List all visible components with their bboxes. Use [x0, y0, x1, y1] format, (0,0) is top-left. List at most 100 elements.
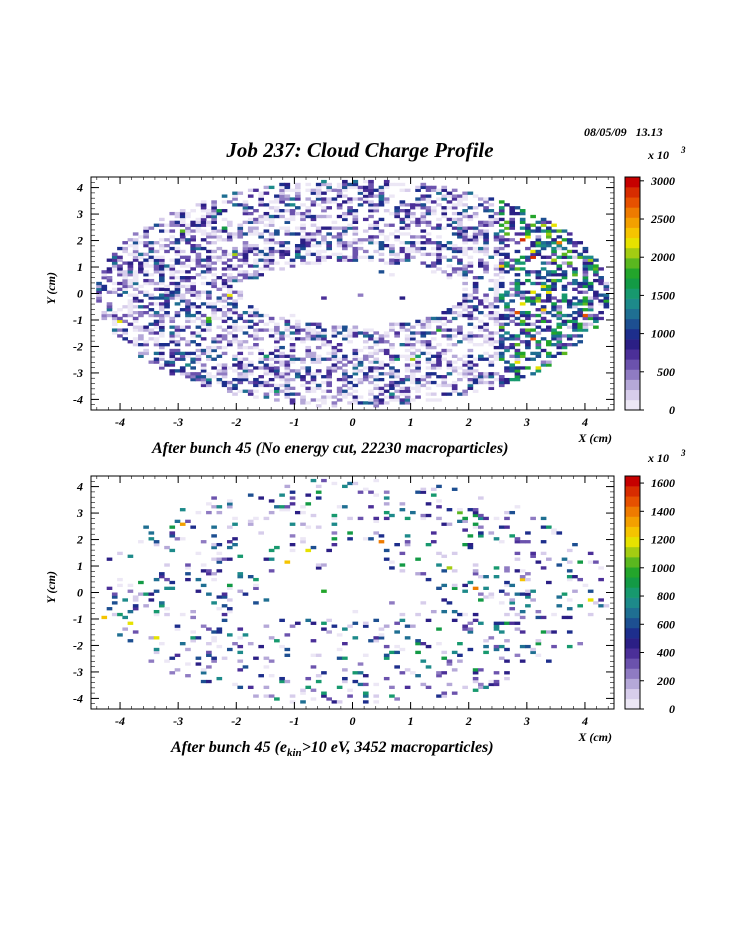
heatmap-cell	[566, 305, 573, 309]
heatmap-cell	[294, 372, 301, 376]
heatmap-cell	[158, 293, 165, 297]
heatmap-cell	[111, 264, 118, 268]
heatmap-cell	[519, 644, 526, 649]
heatmap-cell	[556, 305, 563, 309]
heatmap-cell	[404, 668, 411, 672]
heatmap-cell	[106, 270, 113, 274]
heatmap-cell	[305, 214, 312, 219]
heatmap-cell	[258, 249, 264, 254]
heatmap-cell	[315, 322, 322, 326]
heatmap-cell	[342, 217, 348, 222]
heatmap-cell	[472, 380, 479, 385]
heatmap-cell	[117, 334, 123, 338]
heatmap-cell	[483, 516, 489, 521]
heatmap-cell	[300, 328, 306, 332]
heatmap-cell	[535, 319, 542, 324]
heatmap-cell	[164, 607, 170, 611]
heatmap-cell	[331, 252, 338, 257]
heatmap-cell	[174, 302, 181, 306]
heatmap-cell	[200, 363, 207, 367]
colorbar-swatch	[625, 546, 640, 558]
heatmap-cell	[342, 255, 348, 259]
heatmap-cell	[561, 345, 568, 350]
heatmap-cell	[326, 375, 332, 379]
heatmap-cell	[289, 548, 296, 553]
heatmap-cell	[263, 185, 270, 190]
heatmap-cell	[294, 325, 301, 329]
heatmap-cell	[294, 375, 301, 379]
heatmap-cell	[483, 372, 489, 376]
heatmap-cell	[399, 502, 406, 506]
heatmap-cell	[509, 281, 516, 286]
heatmap-cell	[540, 267, 547, 271]
heatmap-cell	[294, 232, 301, 236]
colorbar-swatch	[625, 359, 640, 370]
heatmap-cell	[498, 525, 505, 529]
heatmap-cell	[117, 267, 123, 271]
heatmap-cell	[462, 226, 468, 230]
heatmap-cell	[488, 592, 495, 596]
heatmap-cell	[96, 296, 102, 300]
heatmap-cell	[404, 392, 411, 396]
heatmap-cell	[514, 351, 521, 356]
heatmap-cell	[127, 305, 134, 309]
heatmap-cell	[587, 255, 594, 259]
heatmap-cell	[493, 331, 500, 335]
heatmap-cell	[226, 302, 233, 306]
heatmap-cell	[321, 182, 327, 187]
heatmap-cell	[101, 615, 108, 620]
heatmap-cell	[420, 325, 427, 329]
heatmap-cell	[551, 252, 557, 257]
heatmap-cell	[410, 363, 416, 367]
heatmap-cell	[519, 609, 526, 614]
heatmap-cell	[216, 296, 223, 300]
heatmap-cell	[274, 360, 280, 364]
heatmap-cell	[462, 375, 468, 379]
heatmap-cell	[478, 531, 484, 535]
heatmap-cell	[478, 668, 484, 672]
heatmap-cell	[258, 319, 264, 324]
heatmap-cell	[174, 357, 181, 361]
heatmap-cell	[326, 206, 332, 210]
heatmap-cell	[164, 545, 170, 550]
heatmap-cell	[457, 223, 463, 227]
heatmap-cell	[221, 337, 228, 341]
heatmap-cell	[394, 258, 400, 262]
heatmap-cell	[326, 377, 332, 382]
heatmap-cell	[158, 316, 165, 321]
heatmap-cell	[561, 322, 568, 326]
heatmap-cell	[211, 366, 217, 370]
heatmap-cell	[268, 377, 275, 382]
heatmap-cell	[300, 395, 306, 399]
heatmap-cell	[493, 310, 500, 315]
heatmap-cell	[378, 398, 385, 402]
heatmap-cell	[274, 366, 280, 370]
heatmap-cell	[493, 644, 500, 649]
heatmap-cell	[368, 206, 374, 210]
heatmap-cell	[457, 313, 463, 318]
heatmap-cell	[478, 375, 484, 379]
heatmap-cell	[305, 386, 312, 391]
heatmap-cell	[326, 351, 332, 356]
heatmap-cell	[404, 337, 411, 341]
heatmap-cell	[247, 249, 254, 254]
heatmap-cell	[247, 519, 254, 523]
heatmap-cell	[336, 389, 343, 393]
heatmap-cell	[111, 328, 118, 332]
heatmap-cell	[389, 232, 395, 236]
heatmap-cell	[336, 633, 343, 637]
heatmap-cell	[436, 246, 442, 251]
heatmap-cell	[237, 554, 244, 558]
heatmap-cell	[253, 322, 259, 326]
heatmap-cell	[394, 229, 400, 233]
heatmap-cell	[101, 270, 108, 274]
heatmap-cell	[362, 345, 369, 350]
heatmap-cell	[556, 243, 563, 248]
heatmap-cell	[593, 560, 599, 564]
heatmap-cell	[420, 659, 427, 663]
heatmap-cell	[132, 328, 139, 332]
heatmap-cell	[498, 621, 505, 625]
heatmap-cell	[425, 502, 432, 506]
heatmap-cell	[164, 305, 170, 309]
heatmap-cell	[509, 226, 516, 230]
